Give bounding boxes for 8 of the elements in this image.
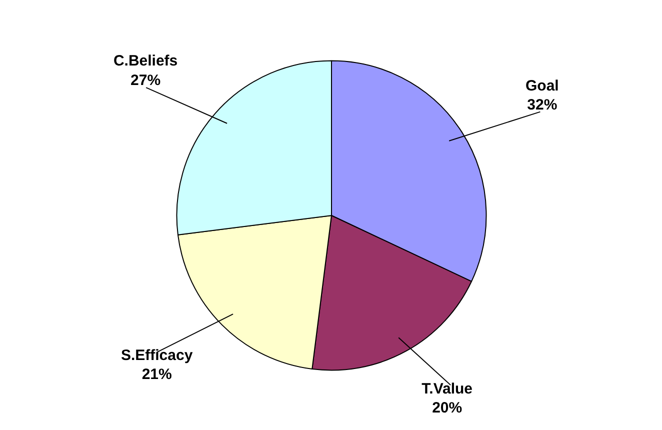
- data-label: 32%: [527, 96, 558, 114]
- slice-label: S.Efficacy: [120, 346, 194, 364]
- data-label: 27%: [130, 72, 161, 89]
- data-label: 20%: [432, 400, 462, 417]
- data-label: 21%: [142, 366, 172, 384]
- slice-label: Goal: [525, 77, 559, 94]
- slice-label: C.Beliefs: [113, 52, 178, 70]
- slice-label: T.Value: [422, 380, 473, 398]
